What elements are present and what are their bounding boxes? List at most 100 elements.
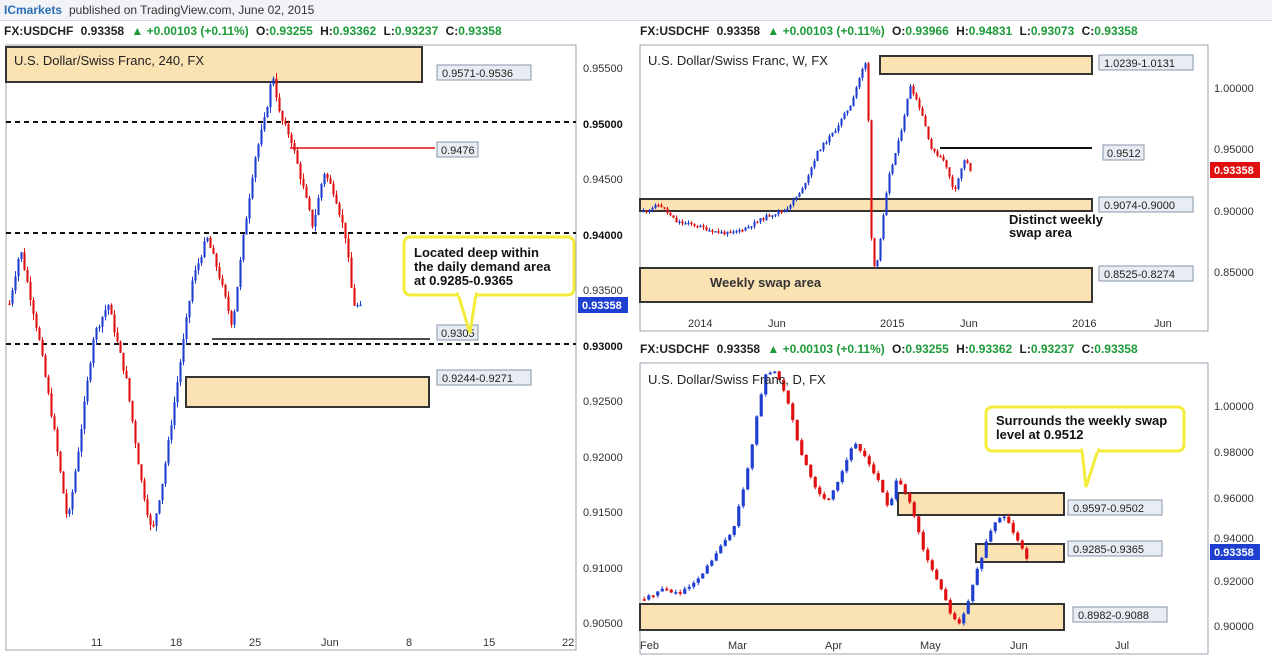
weekly-candle-body [936, 151, 939, 156]
daily-candle-body [669, 589, 673, 593]
daily-change: ▲ +0.00103 (+0.11%) [767, 342, 884, 356]
weekly-candle-body [861, 68, 864, 78]
h4-x-axis[interactable]: 11 18 25 Jun 8 15 22 [91, 637, 574, 649]
daily-x-tick: Jul [1115, 640, 1129, 652]
weekly-zone-label-1: 1.0239-1.0131 [1098, 54, 1194, 71]
h4-candle-body [206, 237, 209, 242]
daily-y-tick: 0.96000 [1214, 493, 1254, 505]
weekly-candle-body [729, 231, 732, 234]
h4-candle-body [242, 234, 245, 260]
weekly-candle-body [678, 221, 681, 223]
weekly-y-axis[interactable]: 1.00000 0.95000 0.90000 0.85000 0.93358 [1210, 83, 1260, 279]
h4-candle-body [263, 117, 266, 130]
h4-c-label: C: [446, 24, 459, 38]
weekly-x-axis[interactable]: 2014 Jun 2015 Jun 2016 Jun [688, 318, 1172, 330]
weekly-mid-zone [639, 198, 1093, 212]
daily-candle-body [975, 568, 979, 585]
daily-plot-area[interactable]: U.S. Dollar/Swiss Franc, D, FX Surrounds… [639, 362, 1209, 655]
weekly-y-tick: 0.85000 [1214, 267, 1254, 279]
weekly-candle-body [768, 215, 771, 217]
daily-candle-body [908, 492, 912, 503]
weekly-candle-body [705, 227, 708, 231]
h4-x-tick: 22 [562, 637, 574, 649]
h4-candle-body [122, 352, 125, 371]
weekly-plot-area[interactable]: U.S. Dollar/Swiss Franc, W, FX Weekly sw… [639, 44, 1209, 332]
weekly-c-label: C: [1082, 24, 1095, 38]
daily-candle-body [768, 372, 772, 375]
svg-text:FX:USDCHF 0.93358: FX:USDCHF 0.93358 ▲ +0.00103 (+0.11%) O:… [4, 24, 502, 38]
daily-y-axis[interactable]: 1.00000 0.98000 0.96000 0.94000 0.92000 … [1210, 401, 1260, 633]
h4-y-axis[interactable]: 0.95500 0.95000 0.94500 0.94000 0.93500 … [578, 63, 628, 630]
daily-candle-body [813, 476, 817, 488]
h4-candle-body [11, 290, 14, 304]
brand-logo[interactable]: ICmarkets [4, 3, 63, 17]
weekly-zone-label-3: 0.8525-0.8274 [1098, 265, 1194, 282]
weekly-candle-body [942, 156, 945, 161]
h4-candle-body [251, 177, 254, 199]
weekly-h-label: H: [956, 24, 969, 38]
weekly-close: 0.93358 [1094, 24, 1138, 38]
daily-candle-body [719, 545, 723, 554]
weekly-candle-body [819, 149, 822, 152]
weekly-candle-body [969, 162, 972, 172]
h4-candle-body [314, 214, 317, 227]
h4-candle-body [98, 326, 101, 329]
weekly-candle-body [921, 108, 924, 116]
h4-candle-body [59, 451, 62, 472]
daily-candle-body [894, 480, 898, 499]
daily-chart-panel[interactable]: U.S. Dollar/Swiss Franc, D, FX Surrounds… [636, 339, 1272, 660]
daily-candle-body [678, 592, 682, 594]
weekly-candle-body [693, 223, 696, 226]
weekly-candle-body [675, 217, 678, 223]
weekly-candle-body [879, 238, 882, 261]
h4-candle-body [338, 203, 341, 215]
weekly-candle-body [795, 196, 798, 200]
h4-callout: Located deep within the daily demand are… [402, 235, 576, 334]
h4-levels [6, 121, 576, 345]
h4-candle-body [302, 179, 305, 187]
h4-candle-body [68, 509, 71, 514]
weekly-change: ▲ +0.00103 (+0.11%) [767, 24, 884, 38]
daily-candle-body [890, 498, 894, 506]
weekly-candle-body [708, 230, 711, 232]
weekly-candle-body [930, 138, 933, 149]
weekly-candle-body [735, 231, 738, 233]
daily-bottom-zone [639, 603, 1065, 631]
weekly-candle-body [753, 221, 756, 227]
weekly-chart-title: U.S. Dollar/Swiss Franc, W, FX [648, 53, 828, 68]
h4-candle-body [149, 515, 152, 525]
h4-plot-area[interactable]: 0.9571-0.9536 0.9476 0.9305 0.9244-0.927… [5, 44, 577, 651]
h4-candle-body [119, 341, 122, 353]
daily-candle-body [737, 506, 741, 527]
daily-candle-body [849, 448, 853, 461]
weekly-zone-label-2: 0.9074-0.9000 [1098, 196, 1194, 213]
h4-candle-body [56, 429, 59, 452]
weekly-candle-body [792, 199, 795, 206]
h4-change: ▲ +0.00103 (+0.11%) [131, 24, 248, 38]
h4-candle-body [305, 186, 308, 198]
weekly-candle-body [900, 130, 903, 141]
h4-candle-body [131, 400, 134, 422]
weekly-candle-body [756, 221, 759, 224]
h4-candle-body [80, 429, 83, 452]
h4-x-tick: 15 [483, 637, 495, 649]
weekly-candle-body [831, 132, 834, 136]
weekly-candle-body [789, 205, 792, 209]
h4-candle-body [23, 252, 26, 270]
weekly-candle-body [759, 218, 762, 222]
daily-x-axis[interactable]: Feb Mar Apr May Jun Jul [640, 640, 1129, 652]
h4-candles [8, 73, 362, 532]
h4-candle-body [233, 311, 236, 325]
h4-candle-body [299, 163, 302, 180]
h4-candle-body [212, 248, 215, 254]
h4-candle-body [152, 524, 155, 527]
h4-zone-label-2: 0.9244-0.9271 [436, 369, 532, 386]
weekly-candle-body [963, 160, 966, 169]
weekly-chart-panel[interactable]: U.S. Dollar/Swiss Franc, W, FX Weekly sw… [636, 21, 1272, 339]
weekly-candle-body [837, 125, 840, 131]
h4-l-label: L: [384, 24, 395, 38]
weekly-candle-body [834, 130, 837, 133]
h4-candle-body [239, 259, 242, 287]
daily-candle-body [881, 479, 885, 493]
h4-chart-panel[interactable]: 0.9571-0.9536 0.9476 0.9305 0.9244-0.927… [0, 21, 630, 660]
